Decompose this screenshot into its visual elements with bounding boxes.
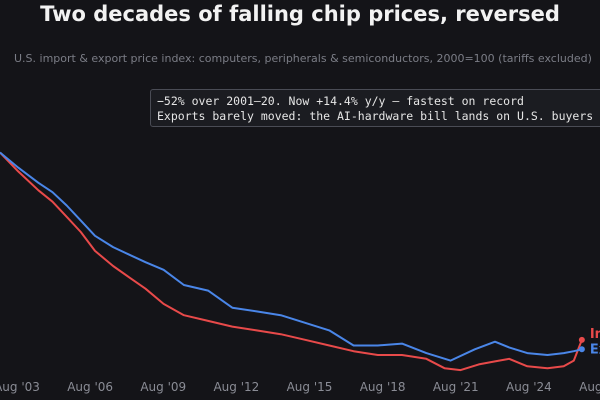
chart-subtitle: U.S. import & export price index: comput…	[14, 52, 592, 65]
chart-title: Two decades of falling chip prices, reve…	[40, 2, 560, 26]
x-tick-label: Aug '03	[0, 380, 40, 394]
annotation-box: −52% over 2001–20. Now +14.4% y/y — fast…	[150, 89, 600, 127]
annotation-line-1: −52% over 2001–20. Now +14.4% y/y — fast…	[157, 94, 524, 108]
x-tick-label: Aug '09	[140, 380, 186, 394]
x-tick-label: Aug '12	[213, 380, 259, 394]
series-layer	[0, 151, 585, 372]
x-tick-label: Aug '24	[506, 380, 552, 394]
x-axis-ticks: Aug '03 Aug '06 Aug '09 Aug '12 Aug '15 Aug '…	[0, 380, 600, 394]
series-end-label-export: Export	[590, 342, 600, 357]
x-tick-label: Aug '21	[433, 380, 479, 394]
series-line-import	[0, 151, 583, 372]
x-tick-label: Aug '06	[67, 380, 113, 394]
series-line-export	[0, 151, 583, 362]
x-tick-label: Aug '15	[287, 380, 333, 394]
series-end-label-import: Import	[590, 327, 600, 342]
annotation-line-2: Exports barely moved: the AI-hardware bi…	[157, 109, 594, 123]
x-tick-label: Aug '18	[360, 380, 406, 394]
series-end-point-export	[578, 346, 585, 353]
end-labels: ImportExport	[590, 327, 600, 357]
x-tick-label: Aug '27	[579, 380, 600, 394]
series-end-point-import	[578, 336, 585, 343]
